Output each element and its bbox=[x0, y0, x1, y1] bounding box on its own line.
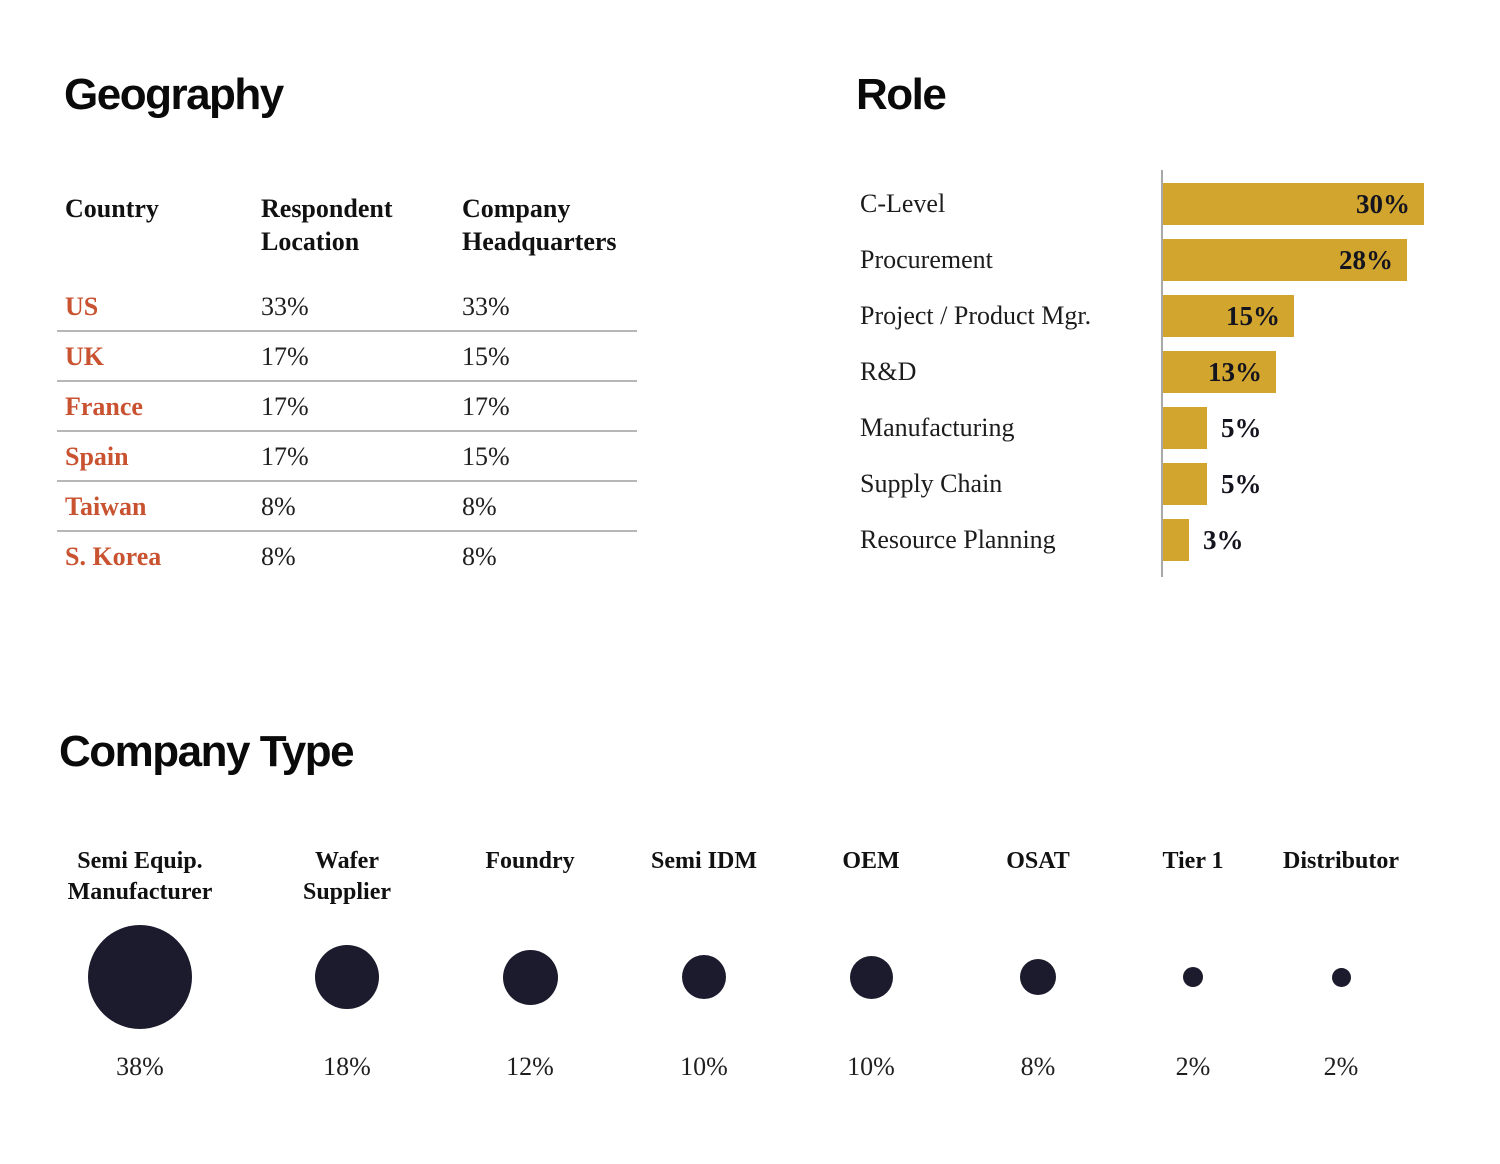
role-category-label: Manufacturing bbox=[860, 413, 1015, 442]
geo-company-headquarters-cell: 33% bbox=[462, 292, 510, 321]
geo-country-cell: US bbox=[65, 292, 99, 321]
company-type-percentage: 2% bbox=[1323, 1052, 1359, 1081]
table-row-divider bbox=[57, 530, 637, 532]
geo-column-header: Company Headquarters bbox=[462, 194, 617, 256]
role-bar bbox=[1163, 407, 1207, 449]
table-row: France 17% 17% bbox=[57, 382, 637, 432]
role-category-label: R&D bbox=[860, 357, 917, 386]
geo-respondent-location-cell: 17% bbox=[261, 342, 309, 371]
company-type-bubble bbox=[1183, 967, 1203, 987]
geo-country-cell: S. Korea bbox=[65, 542, 162, 571]
company-type-header: OSAT bbox=[1006, 848, 1070, 874]
geo-column-header: Respondent Location bbox=[261, 194, 393, 256]
geo-country-cell: Spain bbox=[65, 442, 129, 471]
role-category-label: Project / Product Mgr. bbox=[860, 301, 1092, 330]
company-type-percentage: 10% bbox=[847, 1052, 895, 1081]
table-row: Spain 17% 15% bbox=[57, 432, 637, 482]
geo-company-headquarters-cell: 15% bbox=[462, 342, 510, 371]
role-bar bbox=[1163, 463, 1207, 505]
role-value-label: 15% bbox=[1226, 301, 1280, 331]
company-type-bubble bbox=[1020, 959, 1056, 995]
geo-respondent-location-cell: 17% bbox=[261, 442, 309, 471]
company-type-header: Tier 1 bbox=[1162, 848, 1224, 874]
geo-respondent-location-cell: 8% bbox=[261, 492, 296, 521]
table-row-divider bbox=[57, 380, 637, 382]
geo-respondent-location-cell: 33% bbox=[261, 292, 309, 321]
company-type-percentage: 8% bbox=[1020, 1052, 1056, 1081]
company-type-header: OEM bbox=[842, 848, 900, 874]
company-type-percentage: 18% bbox=[323, 1052, 371, 1081]
geo-company-headquarters-cell: 15% bbox=[462, 442, 510, 471]
company-type-bubble bbox=[88, 925, 192, 1029]
table-row-divider bbox=[57, 480, 637, 482]
role-chart-axis-line bbox=[1161, 170, 1163, 577]
company-type-bubble bbox=[502, 949, 558, 1005]
company-type-header: Semi Equip. Manufacturer bbox=[67, 848, 213, 905]
role-value-label: 28% bbox=[1339, 245, 1393, 275]
company-type-bubble bbox=[849, 955, 893, 999]
company-type-header: Foundry bbox=[485, 848, 575, 874]
role-bar bbox=[1163, 239, 1407, 281]
table-row: UK 17% 15% bbox=[57, 332, 637, 382]
table-row-divider bbox=[57, 330, 637, 332]
role-category-label: Procurement bbox=[860, 245, 993, 274]
geo-respondent-location-cell: 8% bbox=[261, 542, 296, 571]
geography-title: Geography bbox=[64, 70, 284, 119]
role-bar bbox=[1163, 183, 1424, 225]
geo-country-cell: Taiwan bbox=[65, 492, 147, 521]
company-type-bubble bbox=[682, 955, 726, 999]
role-title: Role bbox=[856, 70, 947, 119]
geo-country-cell: UK bbox=[65, 342, 104, 371]
company-type-bubble bbox=[1331, 967, 1351, 987]
role-category-label: Resource Planning bbox=[860, 525, 1056, 554]
role-value-label: 3% bbox=[1203, 525, 1244, 555]
geo-company-headquarters-cell: 8% bbox=[462, 542, 497, 571]
role-value-label: 5% bbox=[1221, 469, 1262, 499]
geo-respondent-location-cell: 17% bbox=[261, 392, 309, 421]
geo-country-cell: France bbox=[65, 392, 143, 421]
company-type-header: Semi IDM bbox=[651, 848, 757, 874]
role-category-label: C-Level bbox=[860, 189, 946, 218]
table-row: US 33% 33% bbox=[57, 282, 637, 332]
role-bar bbox=[1163, 295, 1294, 337]
company-type-bubble bbox=[315, 945, 379, 1009]
company-type-header: Wafer Supplier bbox=[302, 848, 392, 905]
role-value-label: 30% bbox=[1356, 189, 1410, 219]
company-type-header: Distributor bbox=[1283, 848, 1399, 874]
table-row: S. Korea 8% 8% bbox=[57, 532, 637, 582]
role-category-label: Supply Chain bbox=[860, 469, 1003, 498]
geo-company-headquarters-cell: 17% bbox=[462, 392, 510, 421]
role-bar bbox=[1163, 519, 1189, 561]
geo-column-header: Country bbox=[65, 194, 159, 223]
company-type-percentage: 12% bbox=[506, 1052, 554, 1081]
table-row: Taiwan 8% 8% bbox=[57, 482, 637, 532]
company-type-percentage: 10% bbox=[680, 1052, 728, 1081]
role-value-label: 13% bbox=[1208, 357, 1262, 387]
company-type-percentage: 38% bbox=[116, 1052, 164, 1081]
table-row-divider bbox=[57, 430, 637, 432]
role-bar bbox=[1163, 351, 1276, 393]
geo-company-headquarters-cell: 8% bbox=[462, 492, 497, 521]
role-value-label: 5% bbox=[1221, 413, 1262, 443]
company-type-percentage: 2% bbox=[1175, 1052, 1211, 1081]
company-type-title: Company Type bbox=[59, 727, 355, 776]
